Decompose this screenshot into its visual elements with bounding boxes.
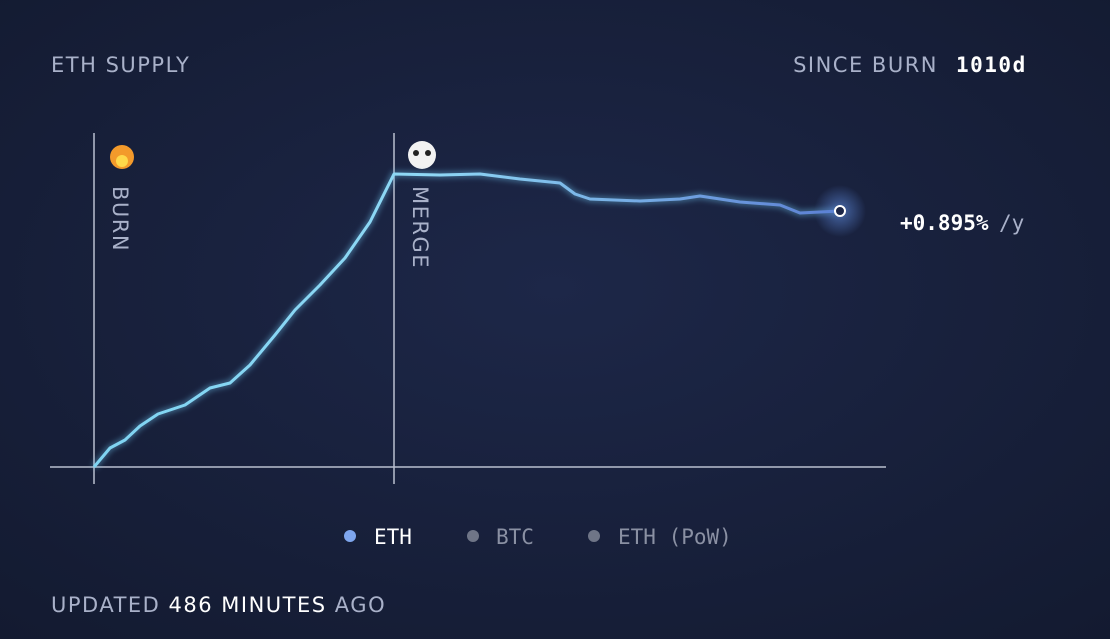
since-label: SINCE BURN [793, 53, 938, 77]
footer-prefix: UPDATED [51, 593, 160, 617]
endpoint [834, 205, 846, 217]
legend-dot [588, 530, 600, 542]
legend-item[interactable]: ETH (PoW) [618, 525, 732, 549]
rate-unit: /y [999, 211, 1024, 235]
merge-label: MERGE [408, 186, 432, 269]
footer-value: 486 MINUTES [169, 593, 327, 617]
panda-eye [425, 150, 431, 156]
legend-dot [467, 530, 479, 542]
burn-label: BURN [108, 186, 132, 252]
legend-item[interactable]: ETH [374, 525, 412, 549]
panda-eye [413, 150, 419, 156]
since-value: 1010d [956, 53, 1027, 77]
widget-title: ETH SUPPLY [51, 53, 190, 77]
footer: UPDATED 486 MINUTES AGO [51, 593, 386, 617]
footer-suffix: AGO [335, 593, 386, 617]
legend-dot [344, 530, 356, 542]
supply-line [92, 172, 841, 468]
legend-item[interactable]: BTC [496, 525, 534, 549]
panda-icon [408, 141, 436, 169]
rate-value: +0.895% [900, 211, 989, 235]
fire-icon-core [116, 155, 128, 167]
